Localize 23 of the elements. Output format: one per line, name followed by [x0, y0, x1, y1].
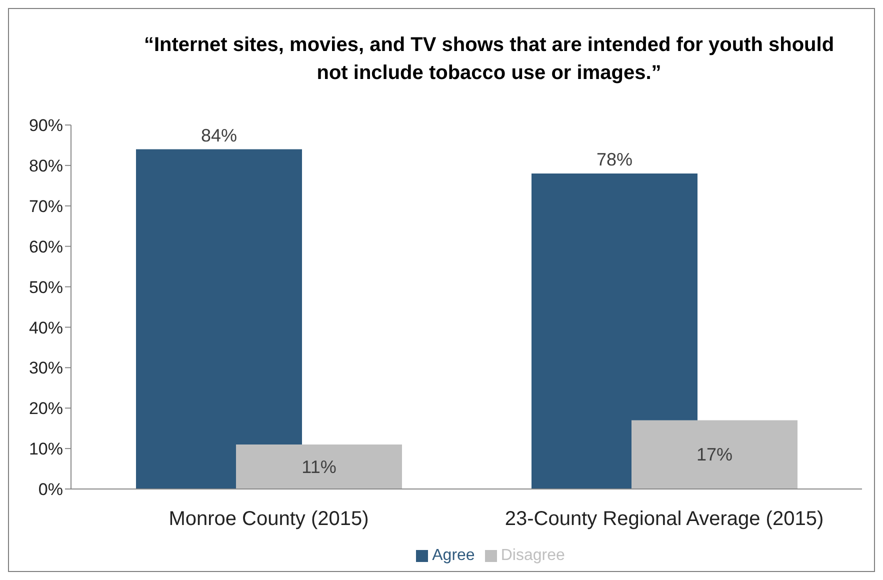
y-tick-label: 80% — [28, 156, 63, 176]
y-tick-label: 10% — [28, 440, 63, 459]
x-tick-label: Monroe County (2015) — [168, 508, 369, 530]
y-tick-label: 20% — [28, 399, 63, 418]
y-tick-label: 0% — [38, 480, 63, 500]
legend-label: Agree — [432, 547, 475, 564]
data-label: 11% — [302, 456, 336, 477]
y-tick-label: 70% — [28, 196, 63, 216]
bar — [632, 420, 798, 489]
y-tick-label: 90% — [28, 116, 63, 136]
legend-label: Disagree — [500, 547, 565, 564]
bar — [136, 149, 302, 489]
data-label: 84% — [200, 125, 238, 146]
chart-title: “Internet sites, movies, and TV shows that are intended for youth should not include tobacco use or images.” — [142, 33, 836, 86]
bar — [532, 174, 698, 489]
data-label: 78% — [596, 150, 633, 170]
y-tick-label: 60% — [28, 237, 63, 256]
y-tick-label: 40% — [28, 318, 63, 338]
data-label: 17% — [696, 444, 733, 465]
y-tick-label: 50% — [28, 278, 63, 297]
y-tick-label: 30% — [28, 358, 63, 378]
x-tick-label: 23-County Regional Average (2015) — [504, 508, 824, 530]
bar — [236, 444, 402, 489]
